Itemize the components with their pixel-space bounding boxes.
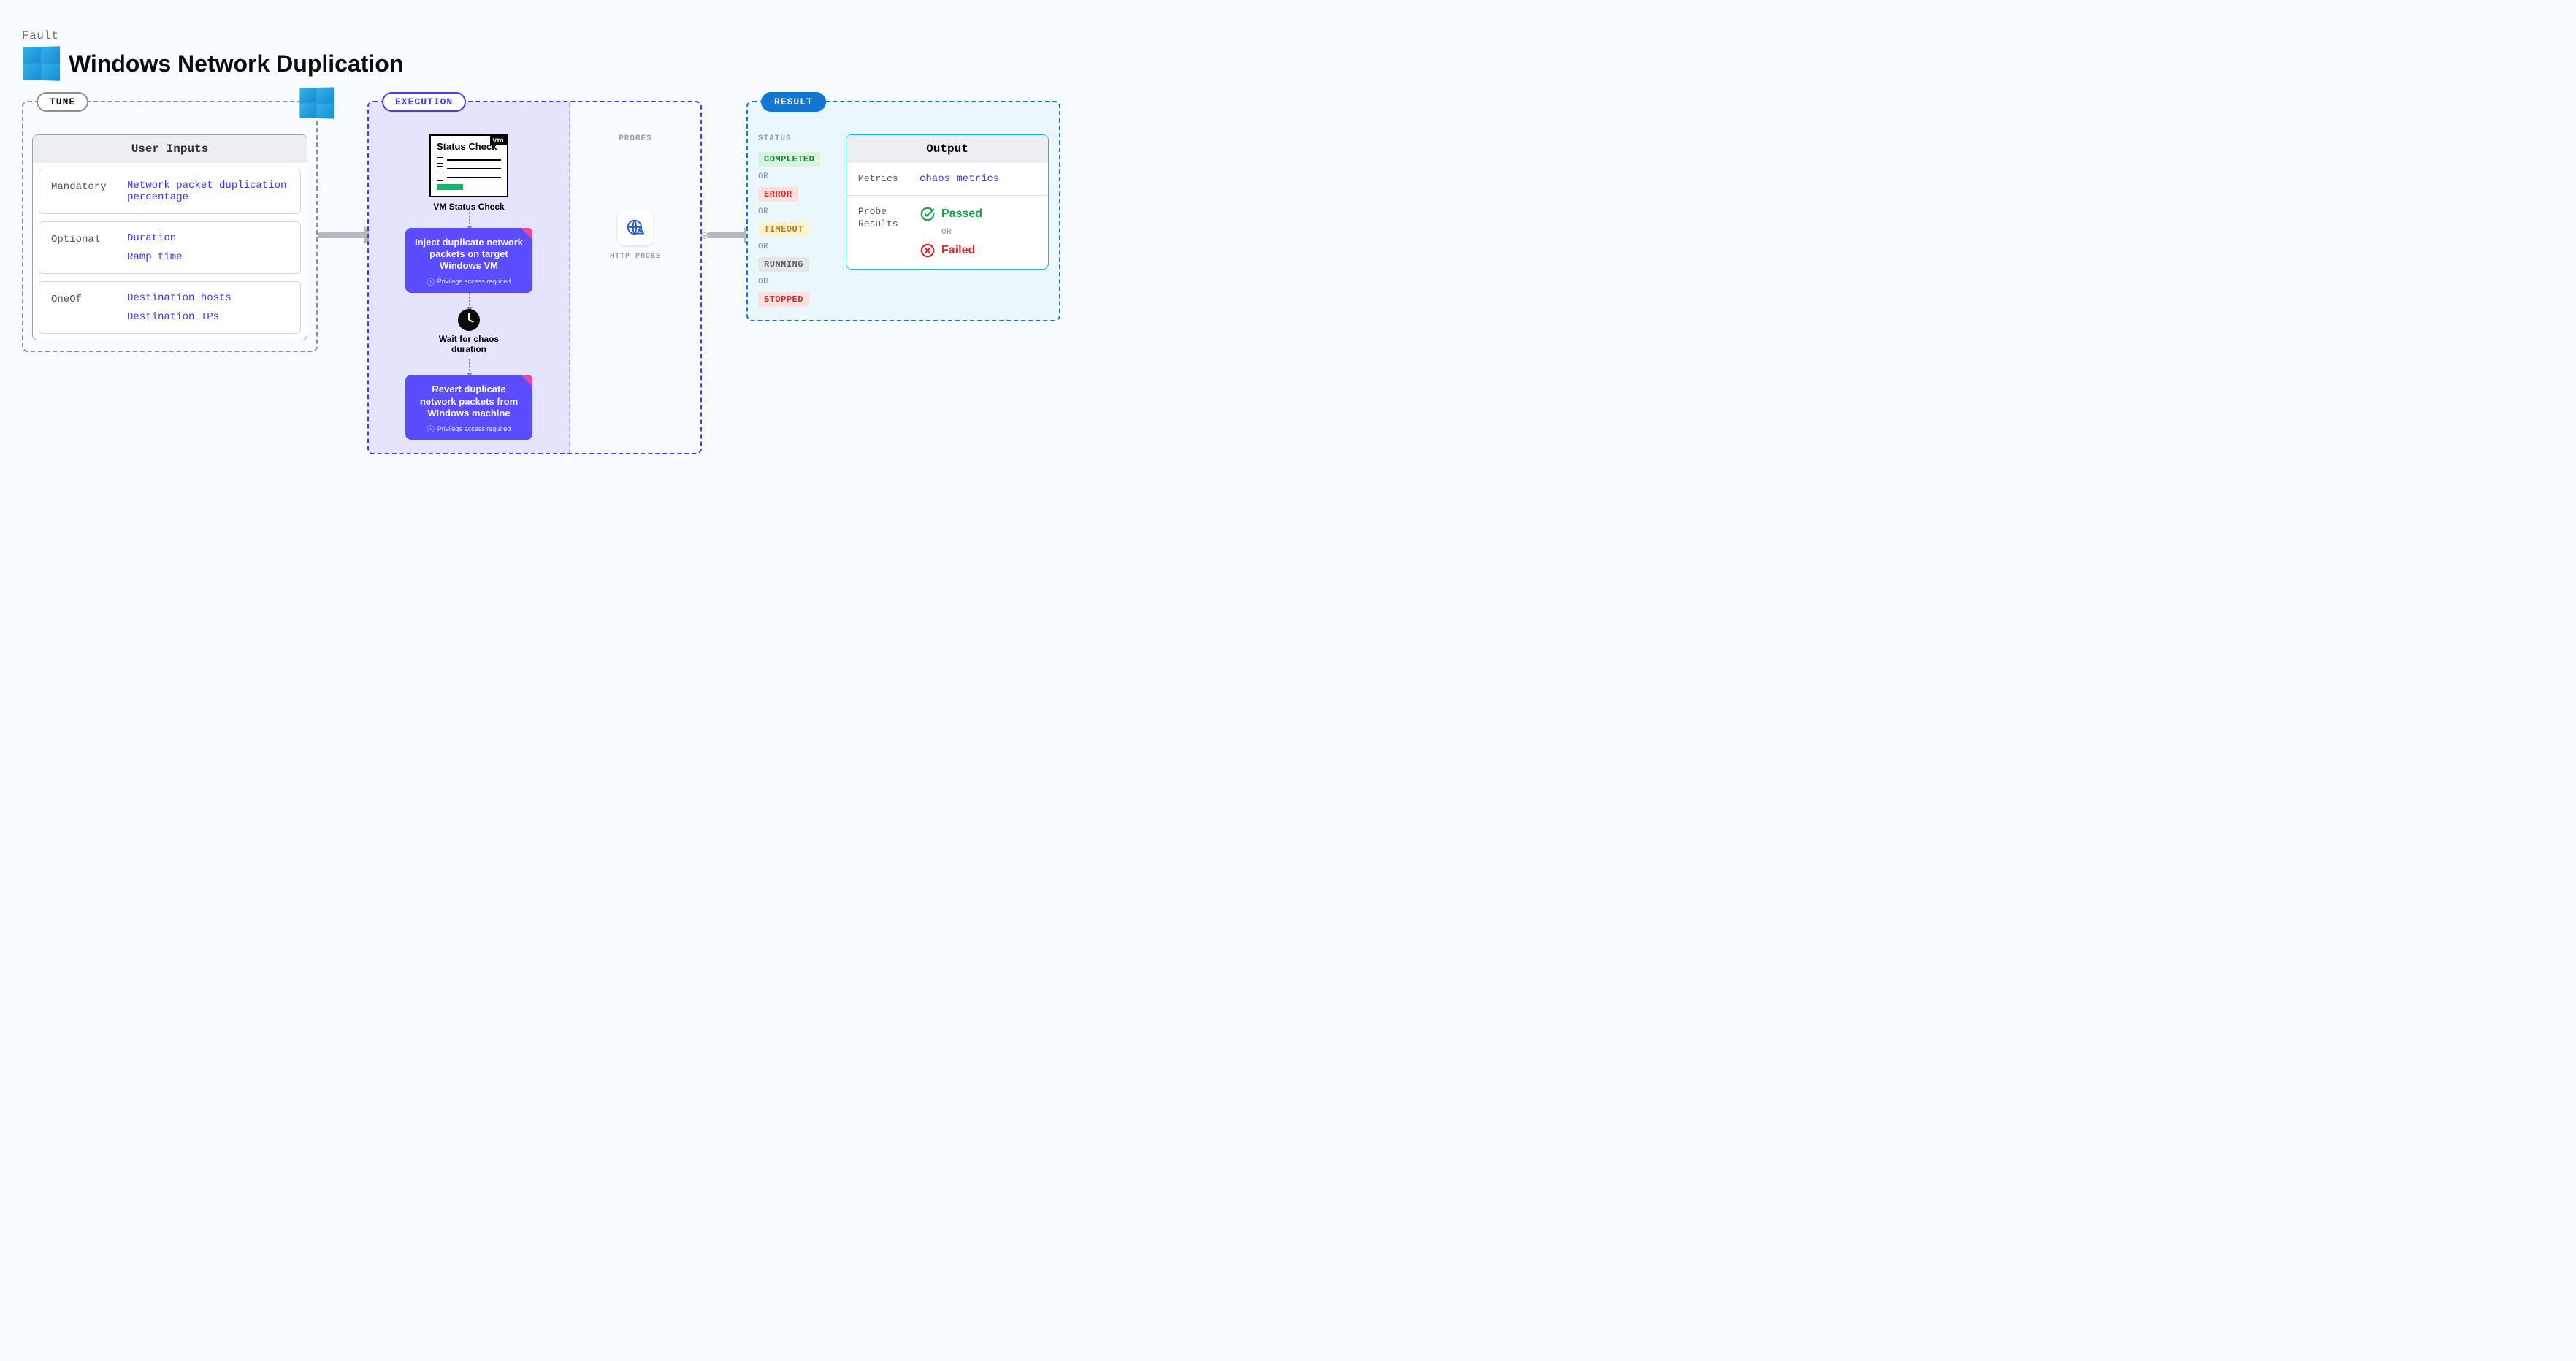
tune-row-optional: Optional Duration Ramp time (39, 221, 301, 274)
status-completed-badge: COMPLETED (758, 152, 820, 167)
output-title: Output (846, 135, 1048, 163)
or-label: OR (758, 207, 836, 216)
output-value: chaos metrics (920, 173, 999, 185)
category-label: Fault (22, 29, 1074, 42)
output-card: Output Metrics chaos metrics Probe Resul… (846, 134, 1049, 270)
status-running-badge: RUNNING (758, 257, 809, 272)
step-title: Inject duplicate network packets on targ… (413, 237, 525, 272)
connector-dot (702, 233, 707, 238)
check-circle-icon (920, 206, 936, 222)
tune-value: Network packet duplication percentage (127, 180, 288, 203)
result-tag: RESULT (761, 92, 826, 112)
tune-value: Duration (127, 232, 183, 244)
result-panel: RESULT STATUS COMPLETED OR ERROR OR TIME… (746, 101, 1060, 321)
or-label: OR (941, 228, 982, 237)
x-circle-icon (920, 243, 936, 259)
vm-caption: VM Status Check (429, 202, 508, 212)
tune-value: Destination hosts (127, 292, 232, 304)
privilege-note: Privilege access required (413, 423, 525, 434)
connector-arrow-down (469, 359, 470, 375)
windows-icon (299, 87, 334, 118)
connector-arrow-down (469, 293, 470, 309)
or-label: OR (758, 243, 836, 251)
tune-row-mandatory: Mandatory Network packet duplication per… (39, 169, 301, 214)
probe-result-passed: Passed (920, 206, 982, 222)
step-inject: Inject duplicate network packets on targ… (405, 228, 532, 293)
step-revert: Revert duplicate network packets from Wi… (405, 375, 532, 440)
card-corner-accent (521, 228, 532, 240)
execution-tag: EXECUTION (382, 92, 466, 112)
output-key: Probe Results (858, 206, 906, 230)
output-row-probe-results: Probe Results Passed OR (846, 195, 1048, 269)
arrow-icon (707, 232, 746, 238)
page-title: Windows Network Duplication (69, 50, 403, 77)
arrow-icon (318, 232, 367, 238)
status-column: STATUS COMPLETED OR ERROR OR TIMEOUT OR … (758, 134, 836, 307)
privilege-note: Privilege access required (413, 276, 525, 287)
tune-key: Optional (51, 232, 114, 245)
connector-arrow-down (469, 212, 470, 228)
http-probe-icon-box (618, 210, 653, 245)
status-header: STATUS (758, 134, 836, 143)
failed-label: Failed (941, 244, 975, 257)
tune-tag: TUNE (37, 92, 88, 112)
tune-panel: TUNE User Inputs Mandatory Network packe… (22, 101, 318, 352)
flow-diagram: TUNE User Inputs Mandatory Network packe… (22, 101, 1074, 454)
status-stopped-badge: STOPPED (758, 292, 809, 307)
probe-name: HTTP PROBE (578, 253, 693, 261)
vm-tag-label: vm (490, 136, 507, 145)
passed-label: Passed (941, 207, 982, 221)
probes-header: PROBES (578, 134, 693, 143)
tune-value: Destination IPs (127, 311, 232, 323)
probe-result-failed: Failed (920, 243, 982, 259)
tune-row-oneof: OneOf Destination hosts Destination IPs (39, 281, 301, 334)
globe-alert-icon (626, 218, 645, 237)
or-label: OR (758, 172, 836, 181)
arrow-tune-to-exec (318, 101, 367, 238)
status-timeout-badge: TIMEOUT (758, 222, 809, 237)
or-label: OR (758, 278, 836, 286)
step-title: Revert duplicate network packets from Wi… (413, 384, 525, 419)
tune-key: OneOf (51, 292, 114, 305)
tune-key: Mandatory (51, 180, 114, 193)
execution-steps-column: vm Status Check VM Status Check Inject d… (369, 102, 570, 453)
output-row-metrics: Metrics chaos metrics (846, 163, 1048, 195)
card-corner-accent (521, 375, 532, 386)
user-inputs-title: User Inputs (33, 135, 307, 163)
status-error-badge: ERROR (758, 187, 798, 202)
page-header: Fault Windows Network Duplication (22, 29, 1074, 80)
output-key: Metrics (858, 173, 906, 185)
user-inputs-card: User Inputs Mandatory Network packet dup… (32, 134, 307, 340)
execution-panel: EXECUTION vm Status Check VM Status Chec… (367, 101, 702, 454)
clock-icon (458, 309, 480, 331)
tune-value: Ramp time (127, 251, 183, 263)
document-icon: vm Status Check (429, 134, 508, 197)
vm-status-check-block: vm Status Check VM Status Check (429, 134, 508, 212)
wait-label: Wait for chaos duration (429, 334, 509, 355)
windows-icon (23, 46, 61, 80)
probes-column: PROBES HTTP PROBE (570, 102, 700, 453)
connector-exec-to-result (702, 101, 746, 238)
